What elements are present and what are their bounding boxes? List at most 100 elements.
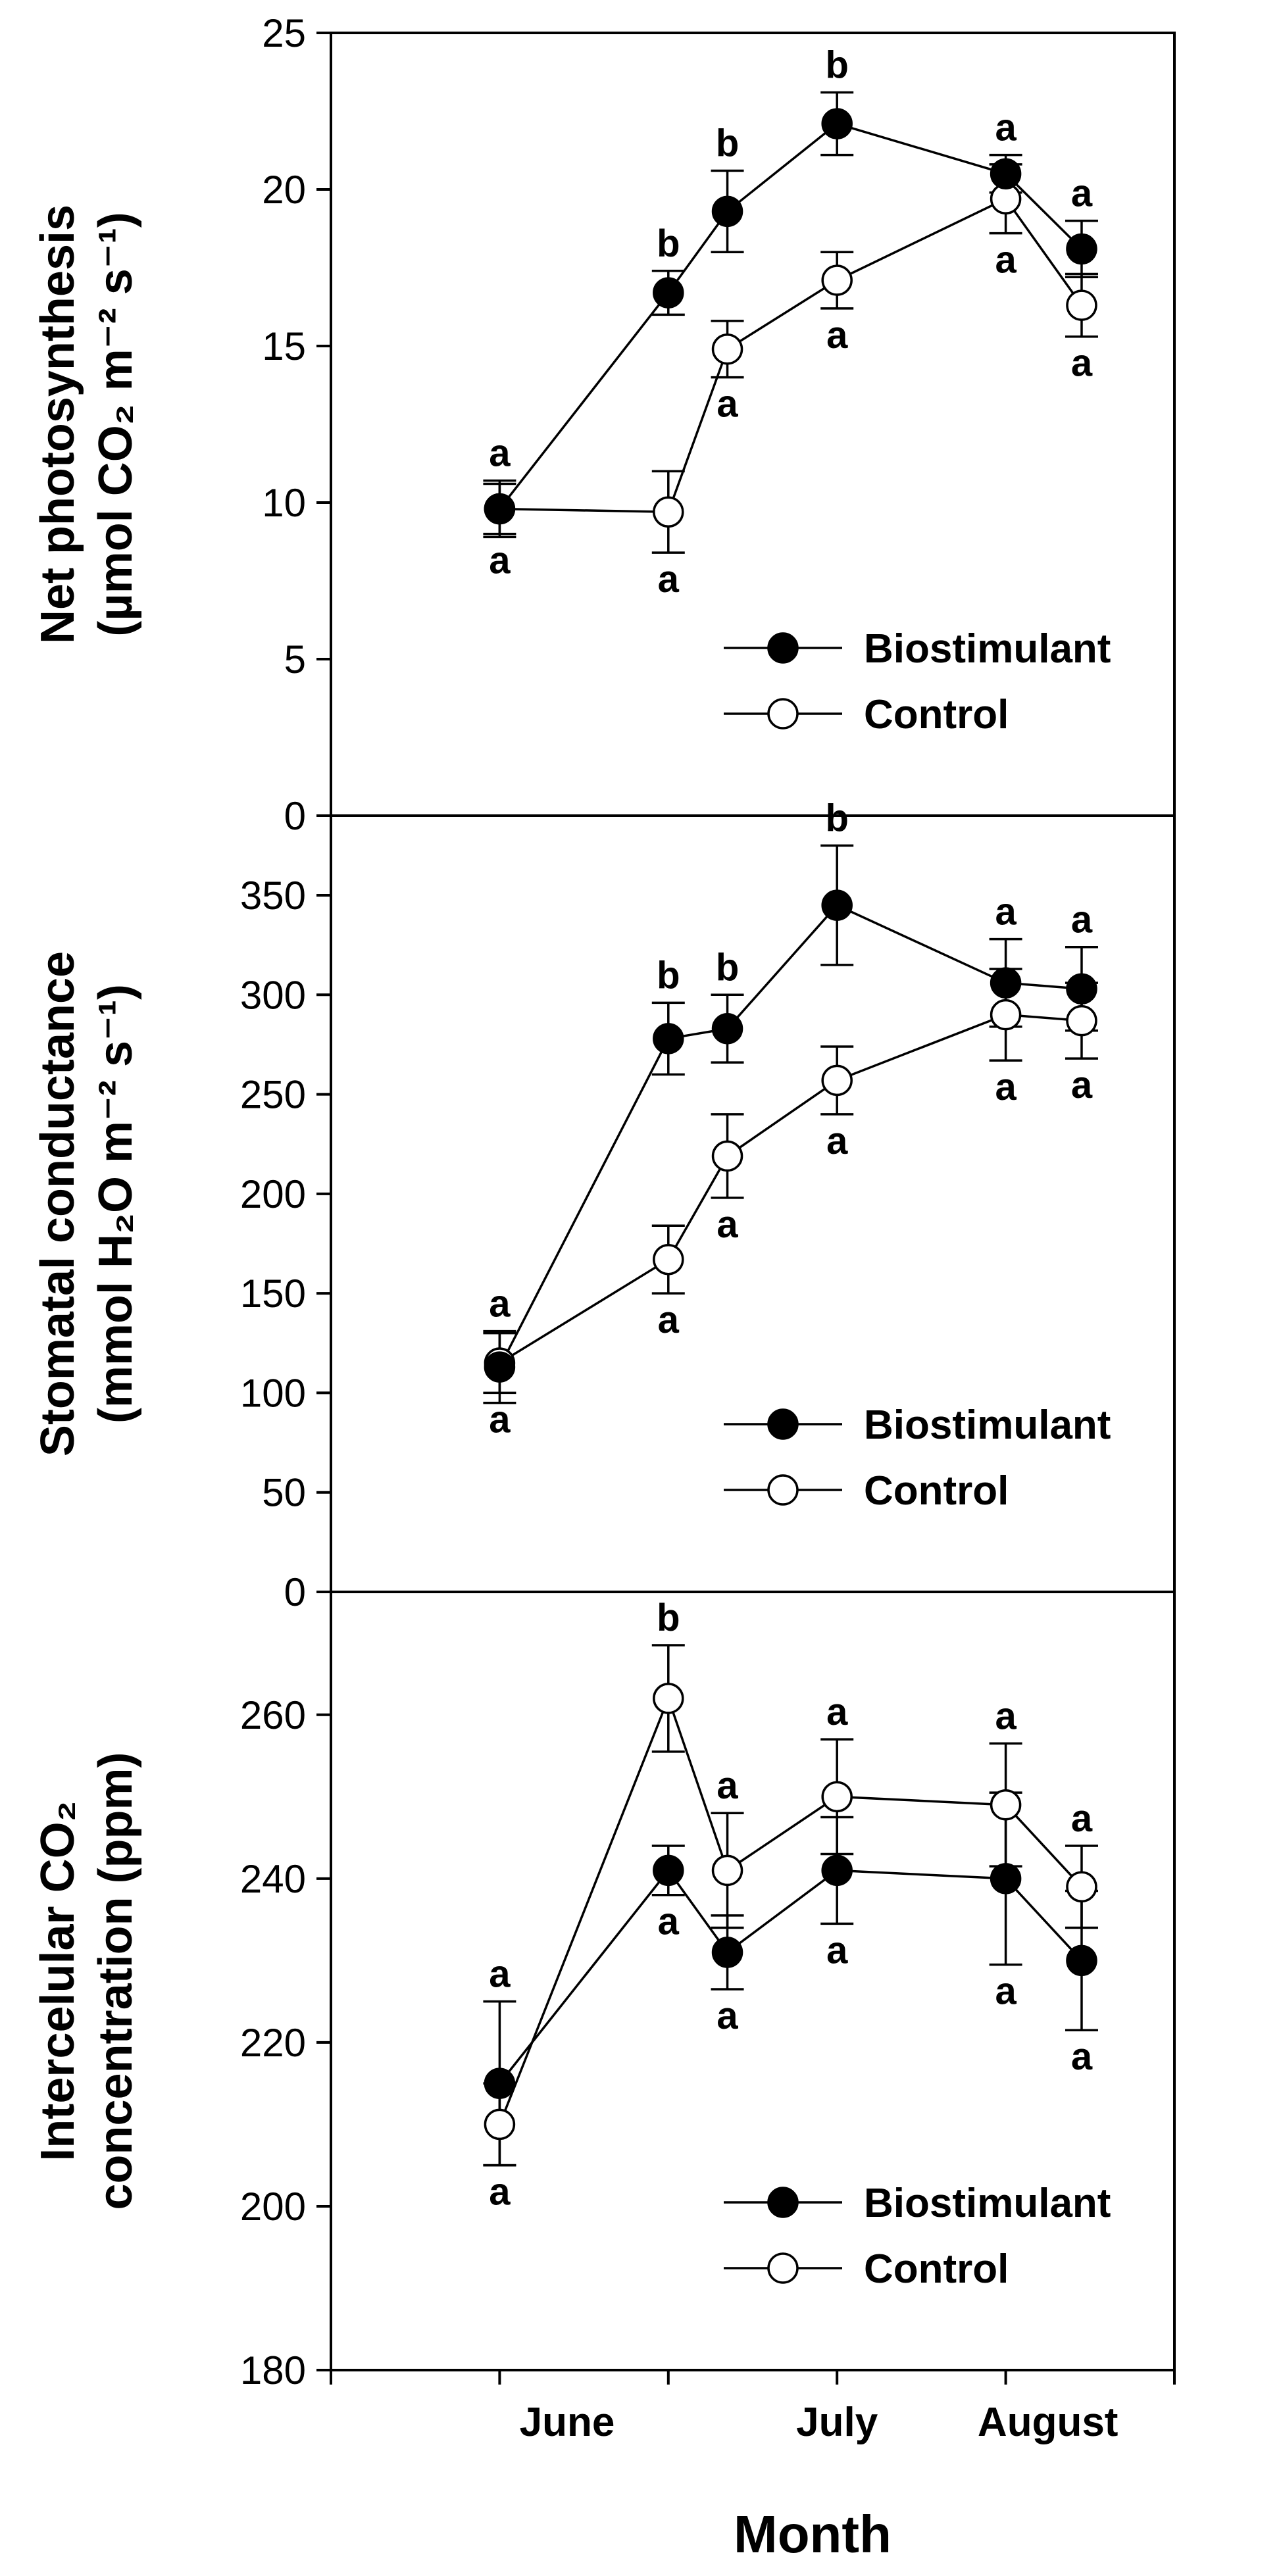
significance-letter: a: [716, 1203, 738, 1246]
significance-letter: a: [658, 1299, 680, 1341]
significance-letter: a: [489, 1953, 511, 1996]
y-tick-label: 180: [240, 2348, 306, 2392]
significance-letter: a: [489, 539, 511, 582]
significance-letter: a: [1071, 172, 1093, 215]
significance-letter: a: [658, 1900, 680, 1943]
data-point-biostimulant: [990, 967, 1022, 999]
y-tick-label: 150: [240, 1272, 306, 1316]
significance-letter: a: [995, 1970, 1017, 2013]
legend-marker: [767, 2187, 799, 2218]
significance-letter: b: [825, 43, 848, 86]
significance-letter: a: [716, 1994, 738, 2037]
x-category-label: August: [978, 2400, 1118, 2445]
y-tick-label: 0: [284, 1570, 306, 1614]
significance-letter: a: [489, 1283, 511, 1325]
legend-label: Biostimulant: [864, 1402, 1111, 1448]
significance-letter: a: [826, 1120, 848, 1162]
significance-letter: a: [995, 1066, 1017, 1108]
data-point-biostimulant: [711, 1012, 743, 1045]
significance-letter: a: [1071, 1064, 1093, 1106]
data-point-biostimulant: [484, 493, 516, 525]
significance-letter: a: [658, 558, 680, 601]
legend-label: Control: [864, 2246, 1009, 2292]
y-tick-label: 200: [240, 2185, 306, 2229]
data-point-control: [990, 999, 1022, 1031]
significance-letter: a: [1071, 1797, 1093, 1840]
plot-frame: [330, 1591, 1176, 2371]
significance-letter: a: [995, 1695, 1017, 1737]
significance-letter: a: [716, 1764, 738, 1807]
y-tick-label: 25: [262, 11, 306, 55]
data-point-control: [711, 334, 743, 365]
series-line-control: [499, 197, 1083, 514]
y-tick-label: 240: [240, 1857, 306, 1901]
y-tick-label: 5: [284, 637, 306, 681]
data-point-biostimulant: [711, 195, 743, 228]
significance-letter: a: [716, 383, 738, 426]
significance-letter: a: [489, 1398, 511, 1441]
data-point-control: [990, 1789, 1022, 1821]
legend-label: Biostimulant: [864, 626, 1111, 672]
series-line-control: [499, 1013, 1082, 1364]
data-point-control: [653, 1683, 684, 1714]
legend-marker: [767, 2252, 799, 2284]
legend-label: Control: [864, 692, 1009, 737]
x-category-label: June: [520, 2400, 615, 2445]
panel-stomatal-conductance: 0 50 100 150 200 250 300 350 Stomatal conductanc…: [32, 797, 1176, 1614]
significance-letter: a: [826, 1691, 848, 1733]
data-point-biostimulant: [1066, 233, 1097, 265]
data-point-biostimulant: [711, 1937, 743, 1968]
y-axis-title: Stomatal conductance: [32, 951, 84, 1456]
series-line-biostimulant: [499, 1868, 1083, 2085]
y-tick-label: 250: [240, 1073, 306, 1117]
significance-letter: b: [716, 946, 739, 989]
legend-marker: [767, 1474, 799, 1506]
significance-letter: a: [826, 1929, 848, 1971]
x-category-label: July: [796, 2400, 878, 2445]
series-line-control: [498, 1695, 1083, 2125]
significance-letter: b: [657, 222, 680, 265]
data-point-control: [711, 1854, 743, 1887]
panel-intercellular-co2: 180 200 220 240 260 Intercelular CO₂ concentra…: [32, 1591, 1176, 2445]
data-point-control: [821, 1064, 853, 1097]
significance-letter: a: [1071, 342, 1093, 385]
y-axis-title: Net photosynthesis: [32, 205, 84, 644]
data-point-biostimulant: [990, 1863, 1022, 1895]
y-tick-label: 15: [262, 324, 306, 368]
panel-net-photosynthesis: 0 5 10 15 20 25 Net photosynthesis (µmol CO₂ m⁻…: [32, 11, 1176, 838]
data-point-control: [1066, 289, 1097, 321]
data-point-biostimulant: [821, 108, 853, 139]
significance-letter: a: [489, 432, 511, 475]
legend-label: Control: [864, 1468, 1009, 1514]
data-point-biostimulant: [653, 1854, 684, 1887]
data-point-biostimulant: [484, 1351, 516, 1383]
y-axis-title-units: concentration (ppm): [89, 1752, 142, 2210]
y-tick-label: 100: [240, 1371, 306, 1415]
y-tick-label: 300: [240, 973, 306, 1017]
data-point-control: [653, 496, 684, 528]
y-tick-label: 0: [284, 794, 306, 838]
series-line-biostimulant: [499, 122, 1083, 510]
data-point-biostimulant: [1066, 973, 1097, 1004]
y-axis-title-units: (mmol H₂O m⁻² s⁻¹): [89, 984, 142, 1424]
plot-frame: [330, 814, 1176, 1593]
data-point-biostimulant: [821, 1854, 853, 1887]
legend-label: Biostimulant: [864, 2181, 1111, 2226]
significance-letter: a: [826, 314, 848, 357]
y-tick-label: 350: [240, 874, 306, 918]
significance-letter: a: [489, 2171, 511, 2214]
significance-letter: b: [657, 954, 680, 997]
data-point-control: [1066, 1004, 1097, 1037]
data-point-control: [1066, 1871, 1097, 1903]
y-tick-label: 50: [262, 1471, 306, 1515]
y-tick-label: 220: [240, 2021, 306, 2065]
data-point-control: [821, 264, 853, 296]
y-tick-label: 260: [240, 1693, 306, 1737]
data-point-biostimulant: [653, 1023, 684, 1054]
plot-frame: [330, 32, 1176, 817]
y-tick-label: 10: [262, 481, 306, 525]
y-axis-title: Intercelular CO₂: [32, 1800, 84, 2161]
significance-letter: a: [995, 891, 1017, 933]
y-axis-title-units: (µmol CO₂ m⁻² s⁻¹): [89, 212, 142, 636]
